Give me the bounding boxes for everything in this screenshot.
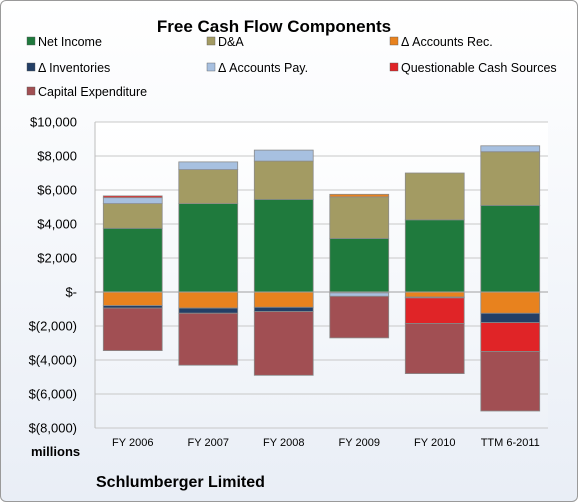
bar-delta-accounts-rec-fy-2007 bbox=[178, 291, 239, 309]
legend-label-delta-accounts-rec: Δ Accounts Rec. bbox=[401, 35, 493, 49]
y-axis-tick-labels: $10,000 $8,000 $6,000 $4,000 $2,000 $- $(2,000… bbox=[29, 115, 77, 436]
y-tick-label: $6,000 bbox=[37, 183, 77, 198]
bar-delta-accounts-pay-ttm-6-2011 bbox=[480, 145, 541, 153]
legend: Net Income D&A Δ Accounts Rec. Δ Inventorie… bbox=[26, 35, 557, 99]
legend-swatch-delta-inventories bbox=[26, 62, 36, 72]
bar-questionable-cash-sources-ttm-6-2011 bbox=[480, 322, 541, 352]
bar-delta-accounts-pay-fy-2008 bbox=[253, 149, 314, 162]
bar-questionable-cash-sources-fy-2006 bbox=[102, 195, 163, 198]
bar-delta-accounts-rec-fy-2009 bbox=[329, 193, 390, 198]
bar-net-income-fy-2007 bbox=[178, 203, 239, 293]
legend-label-capital-expenditure: Capital Expenditure bbox=[38, 85, 147, 99]
bar-questionable-cash-sources-fy-2010 bbox=[404, 297, 465, 324]
legend-swatch-delta-accounts-rec bbox=[389, 36, 399, 46]
bar-delta-inventories-ttm-6-2011 bbox=[480, 312, 541, 324]
x-tick-label: TTM 6-2011 bbox=[481, 437, 540, 449]
legend-label-delta-inventories: Δ Inventories bbox=[38, 61, 110, 75]
plot-area bbox=[95, 122, 548, 428]
legend-swatch-questionable-cash-sources bbox=[389, 62, 399, 72]
bar-d-a-fy-2008 bbox=[253, 160, 314, 200]
bar-delta-accounts-rec-fy-2008 bbox=[253, 291, 314, 308]
bars bbox=[95, 145, 548, 412]
bar-delta-accounts-rec-ttm-6-2011 bbox=[480, 291, 541, 314]
legend-swatch-d-a bbox=[206, 36, 216, 46]
company-name: Schlumberger Limited bbox=[96, 474, 265, 491]
bar-delta-accounts-pay-fy-2009 bbox=[329, 292, 390, 297]
bar-delta-accounts-pay-fy-2006 bbox=[102, 197, 163, 204]
bar-delta-inventories-fy-2008 bbox=[253, 306, 314, 312]
bar-delta-accounts-rec-fy-2010 bbox=[404, 291, 465, 298]
legend-swatch-delta-accounts-pay bbox=[206, 62, 216, 72]
y-tick-label: $2,000 bbox=[37, 251, 77, 266]
legend-label-net-income: Net Income bbox=[38, 35, 102, 49]
y-tick-label: $(6,000) bbox=[29, 387, 77, 402]
legend-swatch-capital-expenditure bbox=[26, 86, 36, 96]
x-tick-label: FY 2007 bbox=[188, 437, 229, 449]
bar-capital-expenditure-fy-2010 bbox=[404, 322, 465, 374]
bar-capital-expenditure-fy-2007 bbox=[178, 312, 239, 366]
bar-net-income-fy-2006 bbox=[102, 227, 163, 293]
bar-capital-expenditure-fy-2008 bbox=[253, 311, 314, 376]
bar-net-income-fy-2010 bbox=[404, 219, 465, 293]
bar-delta-inventories-fy-2007 bbox=[178, 307, 239, 314]
units-label: millions bbox=[31, 444, 80, 459]
bar-capital-expenditure-fy-2009 bbox=[329, 295, 390, 339]
bar-d-a-fy-2006 bbox=[102, 203, 163, 229]
legend-swatch-net-income bbox=[26, 36, 36, 46]
y-tick-label: $(2,000) bbox=[29, 319, 77, 334]
legend-label-questionable-cash-sources: Questionable Cash Sources bbox=[401, 61, 557, 75]
chart-title: Free Cash Flow Components bbox=[157, 17, 391, 36]
y-tick-label: $8,000 bbox=[37, 149, 77, 164]
y-tick-label: $(8,000) bbox=[29, 421, 77, 436]
bar-capital-expenditure-fy-2006 bbox=[102, 307, 163, 352]
x-tick-label: FY 2006 bbox=[112, 437, 153, 449]
bar-d-a-fy-2009 bbox=[329, 196, 390, 239]
x-axis-tick-labels: FY 2006 FY 2007 FY 2008 FY 2009 FY 2010 TTM 6… bbox=[112, 437, 540, 449]
bar-d-a-fy-2010 bbox=[404, 172, 465, 221]
bar-d-a-ttm-6-2011 bbox=[480, 151, 541, 206]
bar-d-a-fy-2007 bbox=[178, 169, 239, 205]
legend-label-delta-accounts-pay: Δ Accounts Pay. bbox=[218, 61, 308, 75]
x-tick-label: FY 2009 bbox=[339, 437, 380, 449]
bar-delta-accounts-rec-fy-2006 bbox=[102, 291, 163, 307]
x-tick-label: FY 2008 bbox=[263, 437, 304, 449]
bar-delta-accounts-pay-fy-2007 bbox=[178, 161, 239, 170]
bar-capital-expenditure-ttm-6-2011 bbox=[480, 351, 541, 412]
y-tick-label: $10,000 bbox=[30, 115, 77, 130]
x-tick-label: FY 2010 bbox=[414, 437, 455, 449]
bar-net-income-fy-2009 bbox=[329, 237, 390, 293]
y-tick-label: $- bbox=[65, 285, 77, 300]
y-tick-label: $(4,000) bbox=[29, 353, 77, 368]
bar-net-income-ttm-6-2011 bbox=[480, 204, 541, 293]
legend-label-d-a: D&A bbox=[218, 35, 244, 49]
y-tick-label: $4,000 bbox=[37, 217, 77, 232]
bar-net-income-fy-2008 bbox=[253, 198, 314, 293]
